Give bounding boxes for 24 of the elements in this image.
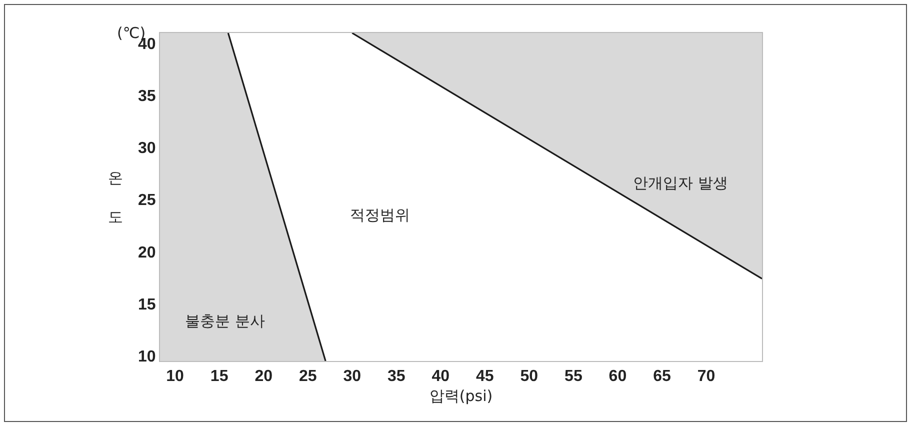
x-tick-label: 15 xyxy=(210,368,228,386)
y-tick-label: 10 xyxy=(138,348,156,366)
annotation: 적정범위 xyxy=(350,206,410,224)
y-tick-label: 30 xyxy=(138,140,156,158)
x-tick-label: 35 xyxy=(387,368,406,386)
x-tick-label: 30 xyxy=(343,368,362,386)
y-tick-label: 15 xyxy=(138,296,156,314)
y-tick-label: 35 xyxy=(138,88,156,106)
x-tick-label: 65 xyxy=(653,368,671,386)
y-tick-label: 25 xyxy=(138,192,156,210)
x-tick-label: 70 xyxy=(697,368,716,386)
x-axis-title: 압력(psi) xyxy=(429,387,493,406)
x-tick-label: 50 xyxy=(520,368,538,386)
text: 온도 xyxy=(108,169,123,226)
annotation: 불충분 분사 xyxy=(185,312,265,330)
x-tick-label: 60 xyxy=(608,368,627,386)
y-tick-label: 20 xyxy=(138,244,156,262)
x-tick-label: 45 xyxy=(476,368,494,386)
x-tick-label: 25 xyxy=(298,368,317,386)
x-tick-label: 55 xyxy=(564,368,582,386)
annotation: 안개입자 발생 xyxy=(633,174,728,192)
x-tick-label: 10 xyxy=(166,368,184,386)
x-tick-label: 40 xyxy=(432,368,450,386)
x-tick-label: 20 xyxy=(254,368,273,386)
